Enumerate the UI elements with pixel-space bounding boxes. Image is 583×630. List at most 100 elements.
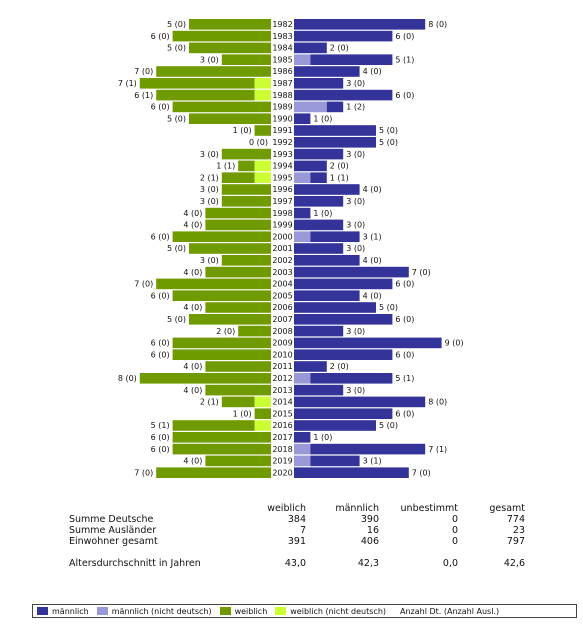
bar-female-foreign: [254, 420, 271, 431]
data-label-female: 4 (0): [183, 268, 202, 277]
header-maennlich: männlich: [335, 503, 379, 514]
bar-female: [221, 148, 271, 160]
bar-female: [254, 125, 271, 136]
year-label: 2017: [272, 433, 292, 442]
bar-male: [294, 349, 393, 360]
data-label-female: 3 (0): [200, 256, 219, 265]
bar-male: [294, 19, 426, 30]
data-label-male: 4 (0): [363, 256, 382, 265]
data-label-male: 1 (0): [313, 209, 332, 218]
cell: 774: [506, 514, 525, 525]
data-label-male: 6 (0): [395, 91, 414, 100]
bar-male: [294, 184, 360, 195]
bar-male: [294, 278, 393, 290]
bar-female: [221, 184, 271, 195]
year-label: 2014: [272, 398, 292, 407]
year-label: 2002: [272, 256, 292, 265]
year-label: 1985: [272, 55, 292, 64]
bar-female: [172, 337, 271, 349]
bar-female: [205, 361, 271, 372]
data-label-male: 2 (0): [330, 162, 349, 171]
data-label-male: 7 (0): [412, 468, 431, 477]
data-label-male: 6 (0): [395, 350, 414, 359]
year-label: 1991: [272, 126, 292, 135]
bar-female-foreign: [254, 89, 271, 101]
data-label-male: 1 (1): [330, 173, 349, 182]
data-label-female: 5 (0): [167, 244, 186, 253]
data-label-male: 3 (1): [363, 232, 382, 241]
data-label-female: 6 (0): [151, 339, 170, 348]
bar-male: [294, 361, 327, 372]
bar-female: [205, 302, 271, 313]
data-label-male: 5 (1): [395, 374, 414, 383]
year-label: 1988: [272, 91, 292, 100]
legend-item-weiblich: weiblich: [219, 607, 267, 616]
bar-female: [156, 89, 255, 101]
data-label-female: 5 (0): [167, 44, 186, 53]
year-label: 1996: [272, 185, 292, 194]
bar-female: [205, 266, 271, 278]
bar-female: [156, 278, 271, 290]
data-label-female: 6 (0): [151, 32, 170, 41]
bar-female: [205, 219, 271, 231]
bar-male: [310, 172, 327, 183]
bar-female: [254, 408, 271, 419]
bar-female: [172, 101, 271, 113]
bar-male: [294, 266, 409, 278]
bar-male: [294, 148, 344, 160]
data-label-male: 5 (0): [379, 421, 398, 430]
bar-male: [294, 42, 327, 54]
data-label-female: 3 (0): [200, 55, 219, 64]
data-label-male: 3 (0): [346, 150, 365, 159]
data-label-male: 1 (0): [313, 433, 332, 442]
bar-male: [294, 325, 344, 337]
year-label: 1995: [272, 173, 292, 182]
data-label-female: 7 (0): [134, 468, 153, 477]
cell: 797: [506, 536, 525, 547]
data-label-male: 8 (0): [428, 20, 447, 29]
data-label-male: 6 (0): [395, 315, 414, 324]
cell: 0: [451, 525, 458, 536]
cell: 43,0: [284, 558, 306, 569]
bar-male: [294, 467, 409, 478]
bar-male: [294, 137, 376, 148]
bar-female: [172, 349, 271, 360]
bar-female: [139, 78, 255, 89]
year-label: 2009: [272, 339, 292, 348]
data-label-female: 2 (1): [200, 173, 219, 182]
bar-male: [294, 290, 360, 301]
bar-female: [205, 207, 271, 219]
bar-female: [189, 19, 271, 30]
data-label-female: 6 (0): [151, 350, 170, 359]
bar-female-foreign: [254, 160, 271, 172]
data-label-male: 4 (0): [363, 67, 382, 76]
year-label: 2019: [272, 457, 292, 466]
year-label: 1992: [272, 138, 292, 147]
row-label-altersdurchschnitt: Altersdurchschnitt in Jahren: [69, 558, 201, 569]
data-label-female: 6 (0): [151, 232, 170, 241]
year-label: 1982: [272, 20, 292, 29]
bar-female: [205, 455, 271, 467]
data-label-male: 3 (0): [346, 327, 365, 336]
data-label-male: 4 (0): [363, 185, 382, 194]
bar-female: [172, 420, 255, 431]
data-label-female: 2 (1): [200, 398, 219, 407]
bar-male: [294, 160, 327, 172]
bar-male: [294, 66, 360, 77]
bar-male-foreign: [294, 101, 327, 113]
cell: 7: [299, 525, 306, 536]
data-label-male: 5 (0): [379, 303, 398, 312]
legend-item-weiblich-nicht-deutsch: weiblich (nicht deutsch): [275, 607, 386, 616]
legend-item-maennlich-nicht-deutsch: männlich (nicht deutsch): [96, 607, 212, 616]
legend-swatch-weiblich-nicht-deutsch: [275, 607, 287, 615]
legend-swatch-weiblich: [219, 607, 231, 615]
data-label-female: 4 (0): [183, 457, 202, 466]
cell: 16: [366, 525, 379, 536]
data-label-male: 9 (0): [445, 339, 464, 348]
cell: 0: [451, 514, 458, 525]
chart-legend: männlich männlich (nicht deutsch) weibli…: [32, 604, 577, 618]
row-label-deutsche: Summe Deutsche: [69, 514, 154, 525]
bar-female: [238, 325, 271, 337]
year-label: 1993: [272, 150, 292, 159]
population-pyramid-chart: 5 (0) 8 (0) 1982 6 (0) 6 (0) 1983 5 (0) 2 (0) 19…: [118, 18, 464, 480]
